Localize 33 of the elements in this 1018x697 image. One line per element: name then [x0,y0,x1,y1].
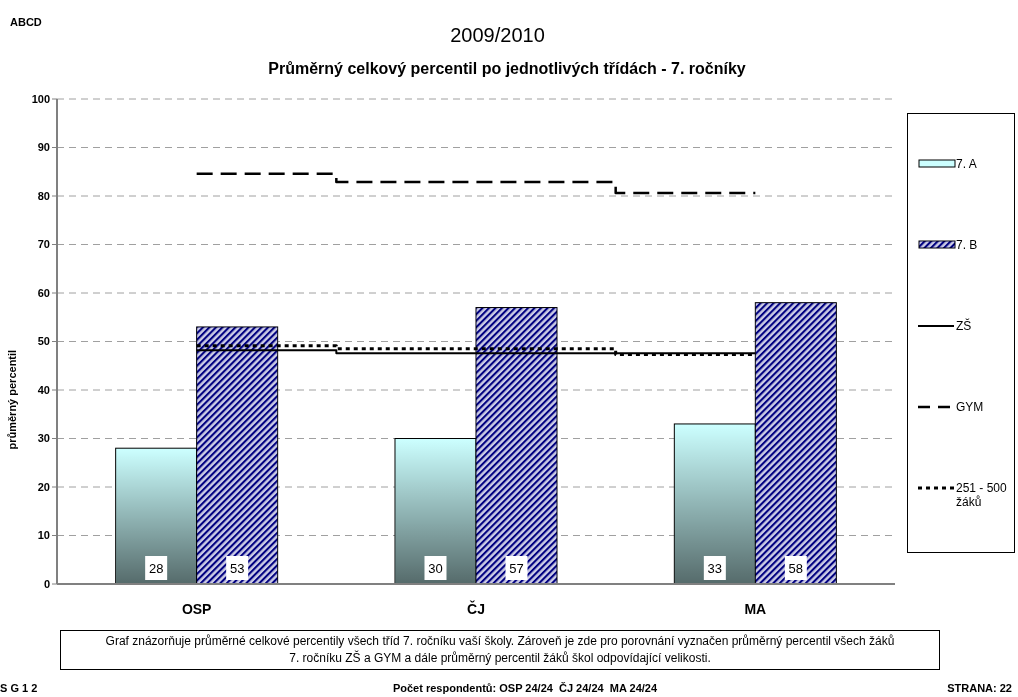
text: ABCD [10,16,42,28]
y-tick-label: 80 [37,189,50,202]
y-tick-label: 100 [31,92,50,105]
y-tick-label: 70 [37,238,50,251]
y-tick-label: 90 [37,141,50,154]
y-tick-label: 0 [43,577,50,590]
data-label: 30 [428,561,443,576]
legend-label: 251 - 500 žáků [956,480,1008,509]
y-tick-label: 60 [37,286,50,299]
x-tick-label: ČJ [467,599,485,617]
y-tick-label: 50 [37,335,50,348]
data-label: 57 [509,561,524,576]
legend-label: ZŠ [956,318,973,333]
y-axis-title: průměrný percentil [6,349,18,450]
y-tick-label: 30 [37,432,50,445]
legend-label: 7. B [956,238,979,253]
text: STRANA: 22 [947,682,1012,694]
x-tick-label: MA [744,600,767,617]
y-tick-label: 20 [37,480,50,493]
legend-label: GYM [956,399,985,414]
text: Graf znázorňuje průměrné celkové percentily všech tříd 7. ročníku vaší školy. Zároveň je zde pro porovnání vyznačen průměrný percentil všech žáků 7. ročníku ZŠ a GYM a dále průměrný percentil žáků škol odpovídající velikosti. [60,630,940,670]
x-tick-label: OSP [181,600,212,617]
y-tick-label: 10 [37,529,50,542]
data-label: 53 [229,561,245,576]
legend-label: 7. A [956,157,978,172]
text: S G 1 2 [0,682,38,694]
data-label: 28 [148,561,164,576]
y-tick-label: 40 [37,383,50,396]
data-label: 58 [788,561,804,576]
text: Počet respondentů: OSP 24/24 ČJ 24/24 MA 24/24 [391,682,659,694]
chart-subtitle: Průměrný celkový percentil po jednotlivých třídách - 7. ročníky [267,60,747,78]
chart-title: 2009/2010 [450,24,545,46]
data-label: 33 [707,561,723,576]
